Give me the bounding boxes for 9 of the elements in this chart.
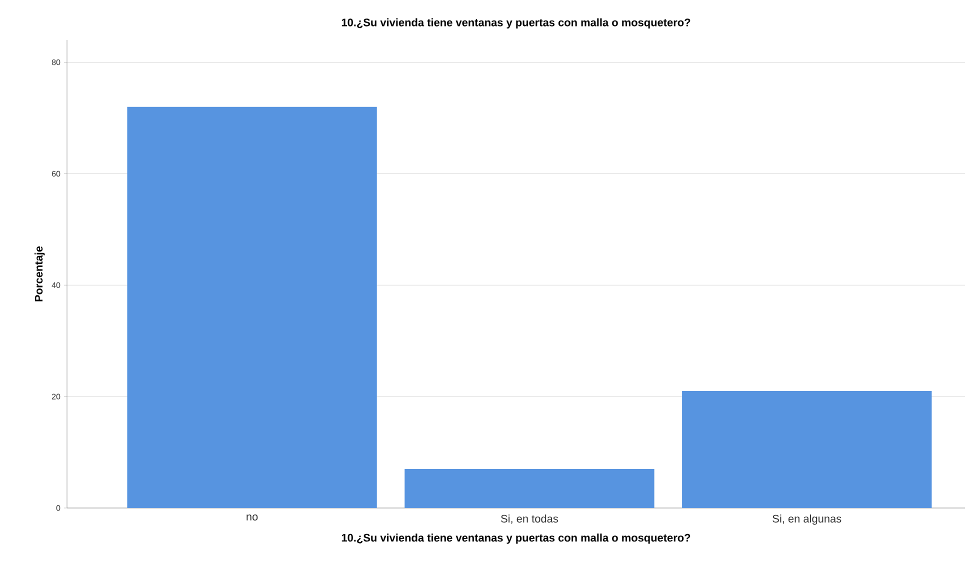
y-axis-title: Porcentaje <box>34 246 45 302</box>
x-tick-label: Si, en todas <box>501 514 558 524</box>
x-tick-label: no <box>246 514 258 521</box>
bar <box>682 391 932 508</box>
chart-title: 10.¿Su vivienda tiene ventanas y puertas con malla o mosquetero? <box>342 18 690 28</box>
bar <box>127 106 377 508</box>
x-axis-title: 10.¿Su vivienda tiene ventanas y puertas con malla o mosquetero? <box>342 534 690 544</box>
x-tick-label: Si, en algunas <box>772 514 842 525</box>
bar <box>404 469 654 508</box>
